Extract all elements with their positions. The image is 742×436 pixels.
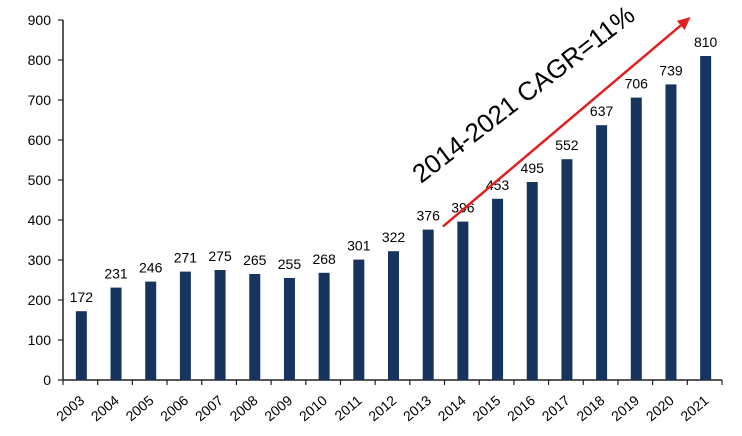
cagr-arrow-line — [442, 24, 682, 228]
y-tick-label: 200 — [28, 292, 52, 308]
x-tick-label: 2016 — [504, 392, 538, 424]
bar — [283, 278, 295, 380]
y-tick-label: 500 — [28, 172, 52, 188]
bar — [318, 272, 330, 380]
y-tick-label: 300 — [28, 252, 52, 268]
y-tick-label: 100 — [28, 332, 52, 348]
bar-value-label: 231 — [104, 266, 128, 282]
x-tick-label: 2003 — [53, 392, 87, 424]
bar-value-label: 453 — [486, 177, 510, 193]
x-tick-label: 2018 — [573, 392, 607, 424]
bar-value-label: 268 — [312, 251, 336, 267]
x-tick-label: 2008 — [227, 392, 261, 424]
cagr-arrow-head — [676, 17, 691, 30]
x-tick-label: 2010 — [296, 392, 330, 424]
bar-value-label: 810 — [694, 34, 718, 50]
bar — [214, 270, 226, 380]
bar — [422, 229, 434, 380]
x-tick-label: 2006 — [157, 392, 191, 424]
bar-value-label: 246 — [139, 260, 163, 276]
x-tick-label: 2015 — [469, 392, 503, 424]
bar — [700, 56, 712, 380]
bar — [596, 125, 608, 380]
y-tick-label: 0 — [43, 372, 51, 388]
bar-value-label: 552 — [555, 137, 579, 153]
bar-value-label: 495 — [521, 160, 545, 176]
bar — [353, 259, 365, 380]
x-tick-label: 2007 — [192, 392, 226, 424]
bar — [630, 97, 642, 380]
x-tick-label: 2005 — [122, 392, 156, 424]
x-tick-label: 2011 — [331, 392, 365, 424]
bar-value-label: 706 — [625, 76, 649, 92]
bar — [526, 182, 538, 380]
y-tick-label: 700 — [28, 92, 52, 108]
bar-value-label: 271 — [174, 250, 198, 266]
bar-value-label: 301 — [347, 238, 371, 254]
bar — [492, 198, 504, 380]
y-axis: 0 100 200 300 400 500 600 700 800 900 — [28, 12, 64, 388]
bar — [665, 84, 677, 381]
bar-value-label: 172 — [70, 289, 94, 305]
bar — [561, 159, 573, 380]
bar-value-label: 265 — [243, 252, 267, 268]
x-tick-label: 2009 — [261, 392, 295, 424]
bar-value-label: 376 — [417, 208, 441, 224]
bar — [145, 281, 157, 380]
y-tick-label: 800 — [28, 52, 52, 68]
bar — [75, 311, 87, 380]
y-tick-label: 600 — [28, 132, 52, 148]
x-tick-label: 2004 — [88, 392, 122, 424]
x-axis: 2003 2004 2005 2006 2007 2008 2009 2010 2011 2012… — [53, 379, 723, 424]
x-tick-label: 2019 — [608, 392, 642, 424]
cagr-annotation: 2014-2021 CAGR=11% — [406, 0, 691, 228]
x-tick-label: 2017 — [539, 392, 573, 424]
bar-value-label: 322 — [382, 229, 406, 245]
bar — [249, 274, 261, 380]
y-tick-label: 400 — [28, 212, 52, 228]
x-tick-label: 2012 — [365, 392, 399, 424]
bar-value-label: 637 — [590, 103, 614, 119]
bar — [388, 251, 399, 380]
bar-value-label: 739 — [659, 62, 683, 78]
x-tick-label: 2020 — [643, 392, 677, 424]
bar-value-label: 275 — [208, 248, 232, 264]
y-tick-label: 900 — [28, 12, 52, 28]
bar — [457, 221, 469, 380]
x-tick-label: 2021 — [677, 392, 711, 424]
bar — [179, 271, 191, 380]
x-tick-label: 2013 — [400, 392, 434, 424]
x-tick-label: 2014 — [435, 392, 469, 424]
bar-value-label: 255 — [278, 256, 302, 272]
bar — [110, 287, 122, 380]
